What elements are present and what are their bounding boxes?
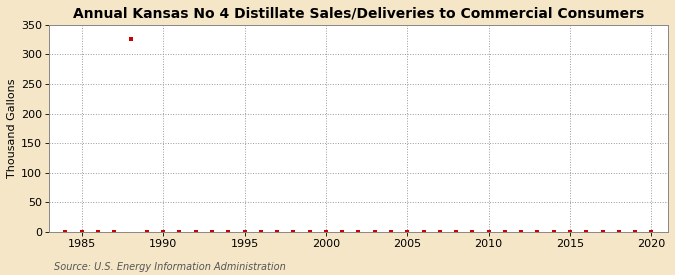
Text: Source: U.S. Energy Information Administration: Source: U.S. Energy Information Administ…	[54, 262, 286, 272]
Y-axis label: Thousand Gallons: Thousand Gallons	[7, 79, 17, 178]
Title: Annual Kansas No 4 Distillate Sales/Deliveries to Commercial Consumers: Annual Kansas No 4 Distillate Sales/Deli…	[73, 7, 644, 21]
